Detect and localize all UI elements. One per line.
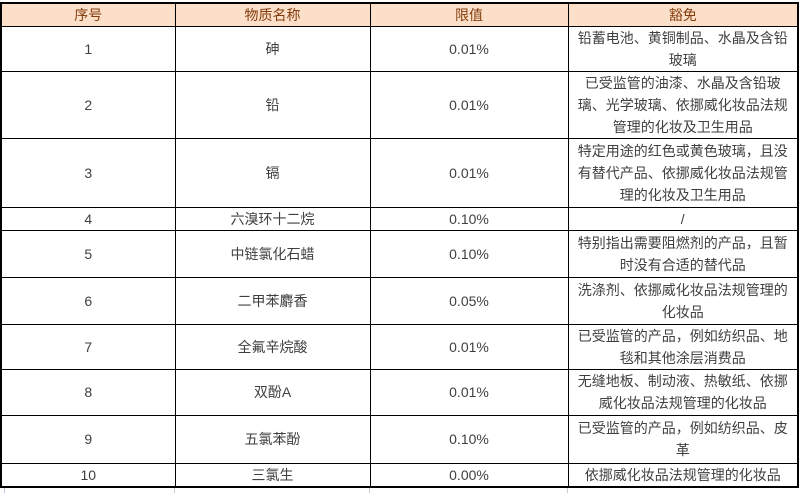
table-row: 7 全氟辛烷酸 0.01% 已受监管的产品，例如纺织品、地毯和其他涂层消费品	[0, 323, 799, 370]
grid-continuation	[0, 487, 797, 494]
cell-no: 5	[0, 229, 176, 278]
table-body: 1 砷 0.01% 铅蓄电池、黄铜制品、水晶及含铅玻璃 2 铅 0.01% 已受…	[0, 25, 799, 487]
cell-no: 1	[0, 25, 176, 72]
cell-limit: 0.10%	[369, 206, 569, 231]
cell-exemption: /	[567, 206, 799, 231]
table-row: 10 三氯生 0.00% 依挪威化妆品法规管理的化妆品	[0, 462, 799, 487]
cell-exemption: 特定用途的红色或黄色玻璃，且没有替代产品、依挪威化妆品法规管理的化妆及卫生用品	[567, 137, 799, 208]
cell-no: 7	[0, 323, 176, 370]
cell-limit: 0.01%	[369, 137, 569, 208]
cell-no: 2	[0, 70, 176, 139]
table-row: 3 镉 0.01% 特定用途的红色或黄色玻璃，且没有替代产品、依挪威化妆品法规管…	[0, 137, 799, 208]
cell-exemption: 洗涤剂、依挪威化妆品法规管理的化妆品	[567, 276, 799, 325]
cell-limit: 0.01%	[369, 323, 569, 370]
header-limit: 限值	[369, 2, 569, 27]
table-row: 5 中链氯化石蜡 0.10% 特别指出需要阻燃剂的产品，且暂时没有合适的替代品	[0, 229, 799, 278]
cell-no: 9	[0, 414, 176, 464]
cell-no: 10	[0, 462, 176, 487]
gridline-stub	[174, 487, 175, 493]
header-name: 物质名称	[174, 2, 371, 27]
cell-limit: 0.10%	[369, 229, 569, 278]
table-row: 4 六溴环十二烷 0.10% /	[0, 206, 799, 231]
cell-substance-name: 镉	[174, 137, 371, 208]
gridline-stub	[369, 487, 370, 493]
cell-no: 6	[0, 276, 176, 325]
gridline-stub	[567, 487, 568, 493]
cell-exemption: 无缝地板、制动液、热敏纸、依挪威化妆品法规管理的化妆品	[567, 368, 799, 416]
cell-substance-name: 全氟辛烷酸	[174, 323, 371, 370]
cell-limit: 0.01%	[369, 25, 569, 72]
cell-no: 4	[0, 206, 176, 231]
header-exemption: 豁免	[567, 2, 799, 27]
cell-limit: 0.01%	[369, 70, 569, 139]
table-row: 6 二甲苯麝香 0.05% 洗涤剂、依挪威化妆品法规管理的化妆品	[0, 276, 799, 325]
header-no: 序号	[0, 2, 176, 27]
cell-substance-name: 砷	[174, 25, 371, 72]
cell-no: 3	[0, 137, 176, 208]
table-row: 9 五氯苯酚 0.10% 已受监管的产品，例如纺织品、皮革	[0, 414, 799, 464]
cell-exemption: 已受监管的产品，例如纺织品、地毯和其他涂层消费品	[567, 323, 799, 370]
cell-exemption: 已受监管的产品，例如纺织品、皮革	[567, 414, 799, 464]
cell-limit: 0.01%	[369, 368, 569, 416]
cell-substance-name: 五氯苯酚	[174, 414, 371, 464]
cell-limit: 0.00%	[369, 462, 569, 487]
cell-substance-name: 二甲苯麝香	[174, 276, 371, 325]
table-header-row: 序号 物质名称 限值 豁免	[0, 2, 799, 27]
cell-limit: 0.05%	[369, 276, 569, 325]
cell-substance-name: 双酚A	[174, 368, 371, 416]
gridline-stub	[4, 487, 5, 493]
cell-substance-name: 三氯生	[174, 462, 371, 487]
table-row: 8 双酚A 0.01% 无缝地板、制动液、热敏纸、依挪威化妆品法规管理的化妆品	[0, 368, 799, 416]
cell-exemption: 铅蓄电池、黄铜制品、水晶及含铅玻璃	[567, 25, 799, 72]
table-row: 1 砷 0.01% 铅蓄电池、黄铜制品、水晶及含铅玻璃	[0, 25, 799, 72]
cell-substance-name: 六溴环十二烷	[174, 206, 371, 231]
table-row: 2 铅 0.01% 已受监管的油漆、水晶及含铅玻璃、光学玻璃、依挪威化妆品法规管…	[0, 70, 799, 139]
cell-limit: 0.10%	[369, 414, 569, 464]
cell-no: 8	[0, 368, 176, 416]
cell-substance-name: 铅	[174, 70, 371, 139]
cell-exemption: 特别指出需要阻燃剂的产品，且暂时没有合适的替代品	[567, 229, 799, 278]
cell-exemption: 已受监管的油漆、水晶及含铅玻璃、光学玻璃、依挪威化妆品法规管理的化妆及卫生用品	[567, 70, 799, 139]
cell-exemption: 依挪威化妆品法规管理的化妆品	[567, 462, 799, 487]
cell-substance-name: 中链氯化石蜡	[174, 229, 371, 278]
